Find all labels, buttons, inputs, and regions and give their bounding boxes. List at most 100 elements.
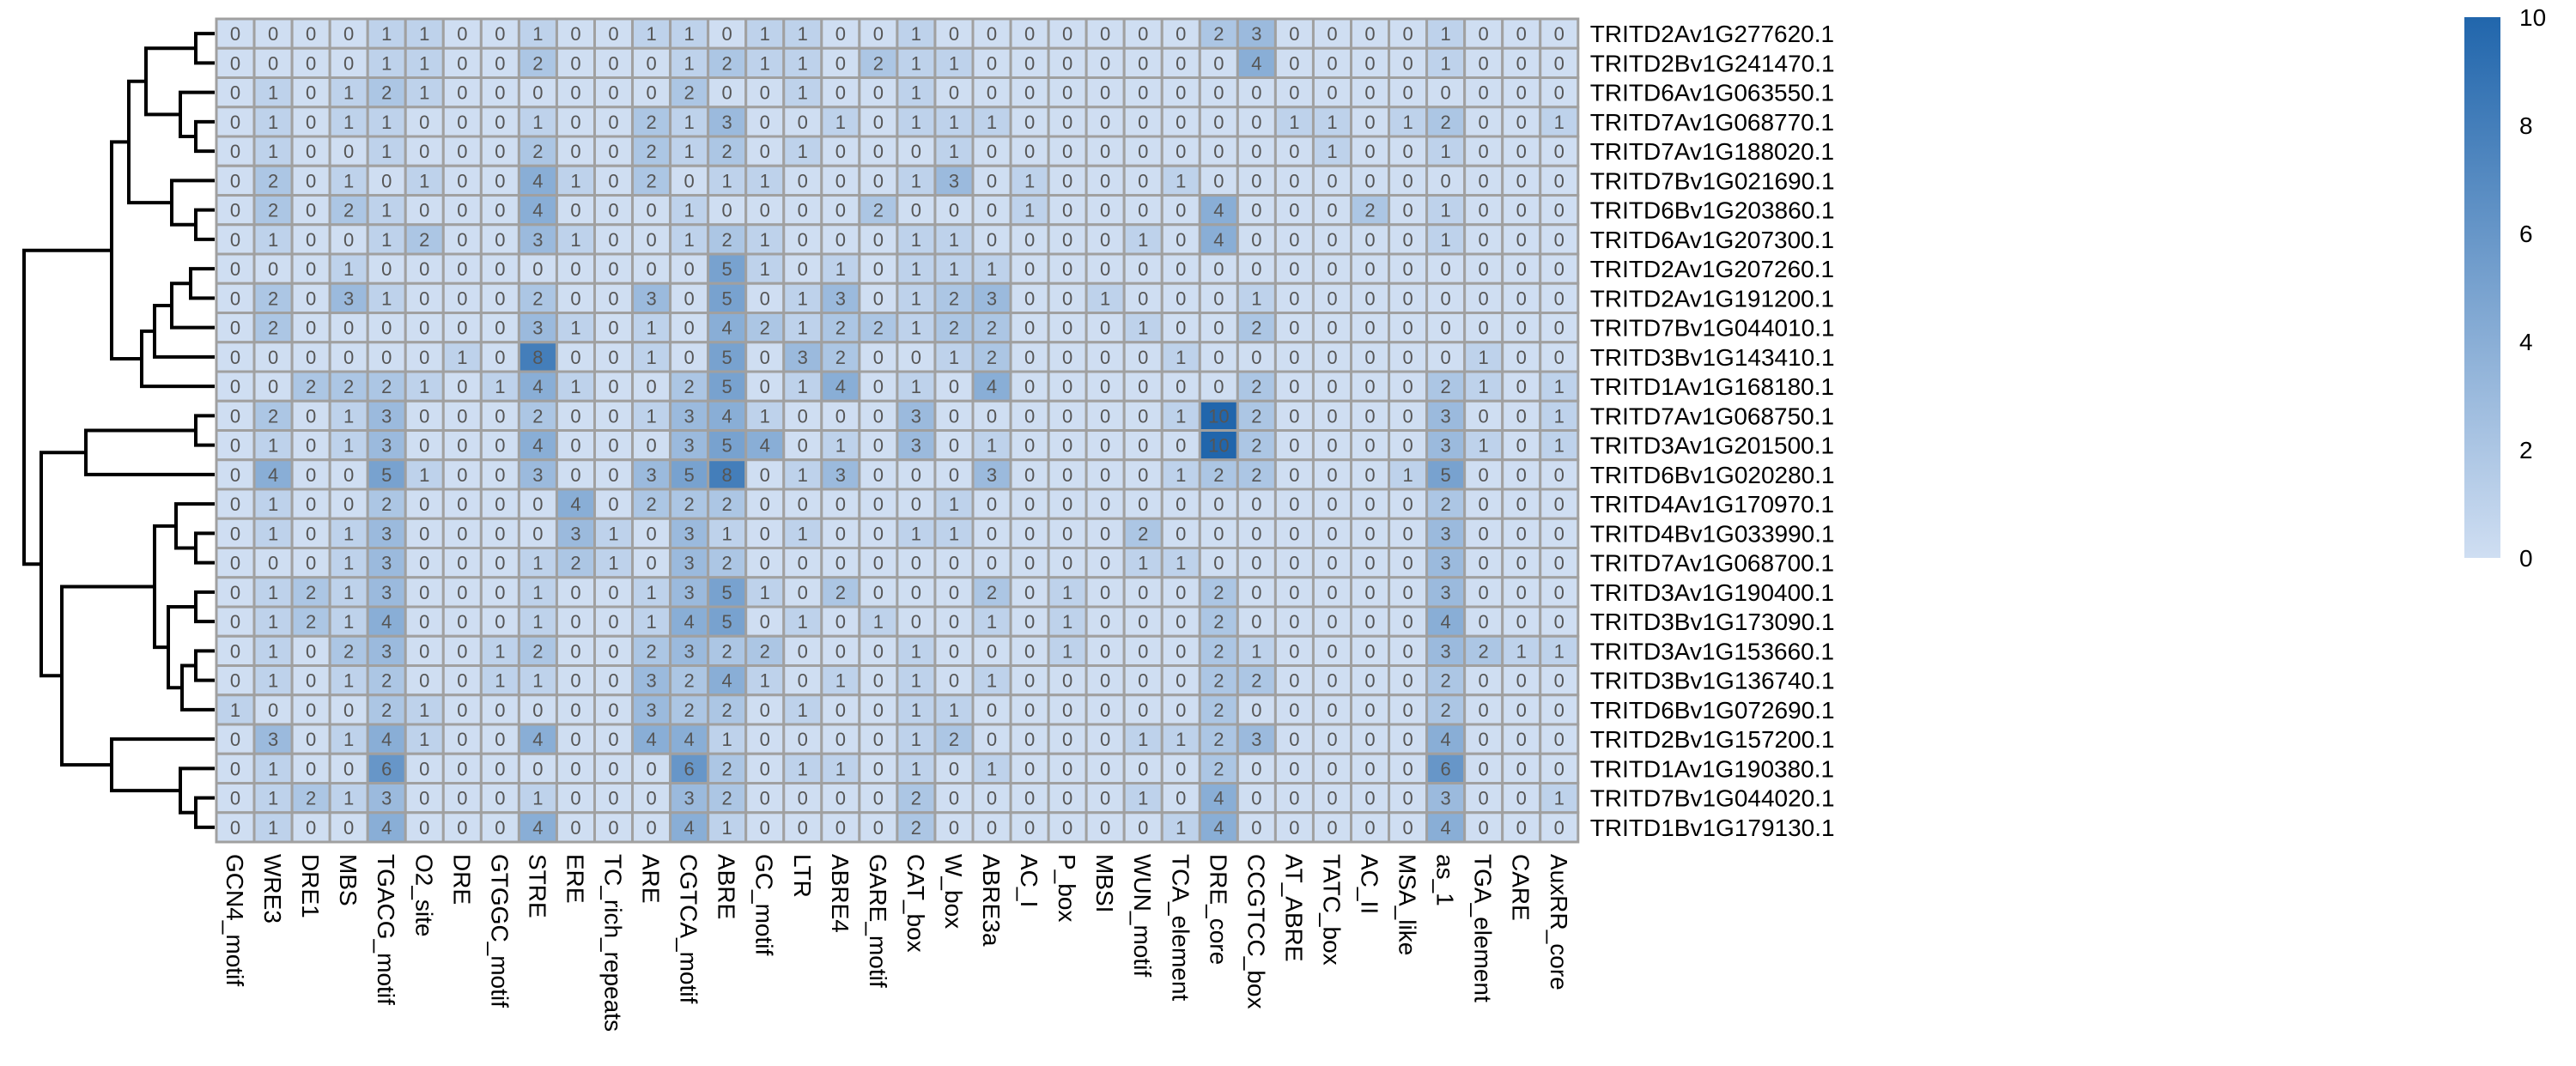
heatmap-cell-value: 1 xyxy=(381,200,392,221)
heatmap-cell-value: 1 xyxy=(343,553,354,574)
heatmap-cell-value: 0 xyxy=(798,640,808,662)
heatmap-cell xyxy=(479,752,520,784)
heatmap-cell-value: 0 xyxy=(1176,52,1186,74)
heatmap-cell-value: 2 xyxy=(1213,729,1224,750)
heatmap-cell-value: 1 xyxy=(1479,347,1489,368)
heatmap-cell-value: 0 xyxy=(1213,523,1224,544)
heatmap-cell xyxy=(1047,223,1088,256)
heatmap-cell-value: 1 xyxy=(911,23,921,45)
heatmap-cell-value: 2 xyxy=(646,640,656,662)
heatmap-cell-value: 1 xyxy=(343,729,354,750)
heatmap-cell-value: 5 xyxy=(722,611,732,633)
column-label: MBS xyxy=(335,854,361,906)
heatmap-cell xyxy=(744,282,786,314)
heatmap-cell-value: 0 xyxy=(873,170,884,191)
heatmap-cell-value: 0 xyxy=(1554,611,1564,633)
heatmap-cell-value: 3 xyxy=(532,318,543,339)
heatmap-cell xyxy=(1236,164,1277,197)
heatmap-cell-value: 1 xyxy=(760,670,770,692)
heatmap-cell-value: 0 xyxy=(306,23,316,45)
heatmap-cell xyxy=(782,399,823,432)
heatmap-cell-value: 0 xyxy=(1364,347,1375,368)
heatmap-cell-value: 0 xyxy=(608,52,618,74)
heatmap-cell-value: 1 xyxy=(419,52,429,74)
heatmap-cell-value: 0 xyxy=(1062,464,1072,486)
heatmap-cell-value: 0 xyxy=(1024,670,1035,692)
heatmap-cell xyxy=(1311,634,1352,667)
heatmap-cell-value: 0 xyxy=(495,170,505,191)
heatmap-cell xyxy=(517,76,558,109)
column-label: GCN4_motif xyxy=(222,854,248,986)
heatmap-cell-value: 0 xyxy=(268,52,278,74)
heatmap-cell xyxy=(820,458,861,491)
heatmap-cell-value: 1 xyxy=(798,288,808,309)
heatmap-cell-value: 1 xyxy=(570,376,580,397)
heatmap-cell-value: 0 xyxy=(684,258,695,280)
heatmap-cell-value: 0 xyxy=(419,670,429,692)
heatmap-cell-value: 0 xyxy=(1251,229,1261,251)
heatmap-cell xyxy=(858,811,899,844)
heatmap-cell-value: 0 xyxy=(1327,464,1337,486)
heatmap-cell xyxy=(896,429,937,462)
row-label: TRITD3Av1G201500.1 xyxy=(1590,433,1834,459)
heatmap-cell-value: 0 xyxy=(1024,141,1035,162)
heatmap-cell xyxy=(1539,370,1580,403)
heatmap-cell-value: 0 xyxy=(495,758,505,779)
heatmap-cell-value: 0 xyxy=(1516,435,1527,457)
heatmap-cell-value: 0 xyxy=(230,435,240,457)
heatmap-cell-value: 0 xyxy=(1402,141,1413,162)
column-label: TATC_box xyxy=(1318,854,1345,966)
heatmap-cell-value: 0 xyxy=(495,582,505,603)
heatmap-cell-value: 0 xyxy=(1554,170,1564,191)
heatmap-cell-value: 0 xyxy=(684,170,695,191)
heatmap-cell xyxy=(290,634,331,667)
heatmap-cell-value: 0 xyxy=(1554,464,1564,486)
heatmap-cell xyxy=(252,399,294,432)
heatmap-cell-value: 0 xyxy=(532,758,543,779)
heatmap-cell-value: 0 xyxy=(684,318,695,339)
heatmap-cell xyxy=(933,576,975,609)
heatmap-cell xyxy=(1539,223,1580,256)
heatmap-cell-value: 0 xyxy=(457,553,467,574)
heatmap-cell-value: 0 xyxy=(495,494,505,515)
heatmap-cell-value: 1 xyxy=(949,52,959,74)
heatmap-cell-value: 1 xyxy=(570,170,580,191)
heatmap-cell-value: 0 xyxy=(1100,376,1110,397)
heatmap-cell-value: 1 xyxy=(1554,435,1564,457)
heatmap-cell-values: 0 0 0 0 1 1 0 0 1 0 0 1 1 0 1 1 0 0 1 0 0 0 0 0 0 0 2 3 0 0 0 0 1 0 0 0 0 0 0 0… xyxy=(230,23,1564,839)
heatmap-cell-value: 0 xyxy=(230,582,240,603)
heatmap-cell-value: 1 xyxy=(343,670,354,692)
heatmap-cell-value: 6 xyxy=(1441,758,1451,779)
heatmap-cell-value: 0 xyxy=(1327,376,1337,397)
heatmap-cell-value: 0 xyxy=(873,670,884,692)
heatmap-cell-value: 0 xyxy=(835,229,846,251)
heatmap-cell-value: 0 xyxy=(608,288,618,309)
heatmap-cell-value: 0 xyxy=(1364,405,1375,427)
heatmap-cell-value: 1 xyxy=(987,670,997,692)
heatmap-cell-value: 0 xyxy=(306,435,316,457)
heatmap-cell-value: 0 xyxy=(1251,170,1261,191)
heatmap-cell-value: 0 xyxy=(835,494,846,515)
column-label: DRE1 xyxy=(297,854,324,918)
heatmap-cell-value: 0 xyxy=(570,82,580,104)
heatmap-cell-value: 0 xyxy=(1024,52,1035,74)
heatmap-cell-value: 0 xyxy=(495,817,505,839)
heatmap-cell-value: 4 xyxy=(1441,729,1451,750)
heatmap-cell-value: 0 xyxy=(1213,494,1224,515)
heatmap-cell-value: 0 xyxy=(230,288,240,309)
heatmap-cell-value: 0 xyxy=(1402,170,1413,191)
heatmap-cell-value: 3 xyxy=(532,229,543,251)
heatmap-cell-value: 1 xyxy=(798,82,808,104)
heatmap-cell-value: 1 xyxy=(798,700,808,721)
heatmap-cell xyxy=(1122,312,1163,344)
heatmap-cell xyxy=(1501,694,1542,726)
heatmap-cell-value: 1 xyxy=(835,435,846,457)
heatmap-cell-value: 0 xyxy=(1251,553,1261,574)
heatmap-cell-value: 0 xyxy=(1402,405,1413,427)
heatmap-cell-value: 1 xyxy=(1176,464,1186,486)
heatmap-cell-value: 1 xyxy=(760,582,770,603)
heatmap-cell-value: 0 xyxy=(1289,200,1299,221)
column-label: CARE xyxy=(1508,854,1534,921)
heatmap-cell-value: 0 xyxy=(570,464,580,486)
heatmap-cell-value: 0 xyxy=(873,288,884,309)
